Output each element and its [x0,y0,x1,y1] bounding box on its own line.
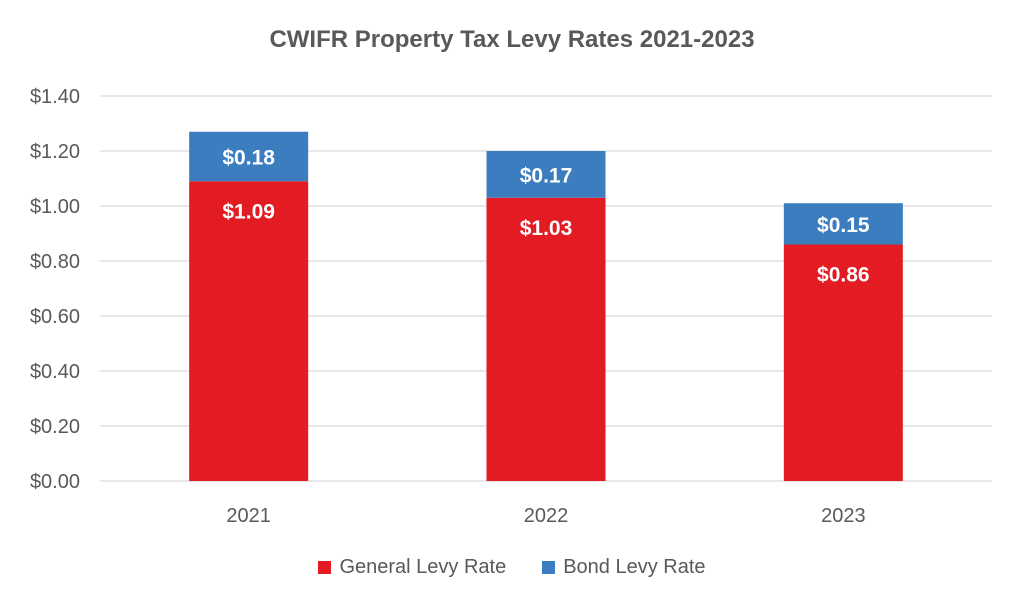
y-tick-label: $0.40 [30,361,80,383]
data-label: $1.09 [222,200,275,223]
legend-label-bond: Bond Levy Rate [563,556,706,578]
bar-segment-bond [189,131,309,182]
legend-item-general: General Levy Rate [318,556,506,579]
chart-title: CWIFR Property Tax Levy Rates 2021-2023 [269,26,755,53]
x-tick-label: 2022 [524,505,569,527]
data-label: $0.86 [817,264,870,287]
x-tick-label: 2021 [226,505,271,527]
data-label: $0.17 [520,164,573,187]
bar-segment-general [486,197,606,481]
chart-legend: General Levy Rate Bond Levy Rate [0,556,1024,579]
y-tick-label: $1.20 [30,141,80,163]
y-tick-label: $0.60 [30,306,80,328]
x-tick-label: 2023 [821,505,866,527]
bar-segment-general [783,244,903,481]
legend-item-bond: Bond Levy Rate [542,556,706,579]
bar-segment-general [189,181,309,481]
data-label: $1.03 [520,217,573,240]
data-label: $0.18 [222,147,275,170]
legend-swatch-general [318,561,332,574]
bar-segment-bond [783,203,903,245]
y-tick-label: $0.80 [30,251,80,273]
bar-segment-bond [486,151,606,198]
y-tick-label: $0.00 [30,471,80,493]
legend-swatch-bond [542,561,556,574]
y-tick-label: $0.20 [30,416,80,438]
legend-label-general: General Levy Rate [339,556,507,578]
data-label: $0.15 [817,214,870,237]
y-tick-label: $1.40 [30,86,80,108]
y-tick-label: $1.00 [30,196,80,218]
